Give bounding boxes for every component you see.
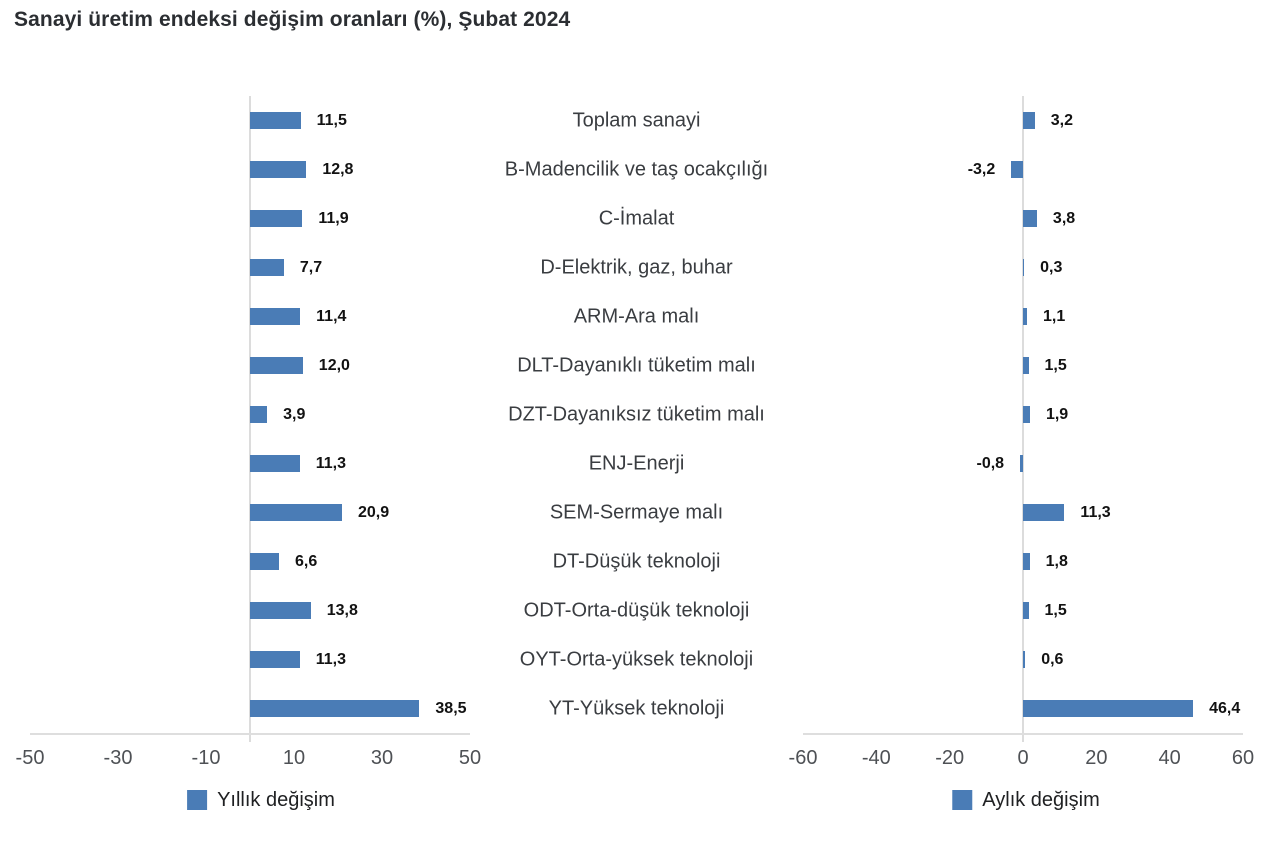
value-label: 3,8 [1052,209,1076,227]
bar [1023,308,1028,325]
value-label: 13,8 [326,601,358,619]
bar [1023,210,1037,227]
bar [250,259,284,276]
category-label: B-Madencilik ve taş ocakçılığı [504,158,769,180]
bar [250,455,300,472]
value-label: 11,3 [1080,503,1111,521]
axis-tick-label: -10 [191,747,221,769]
category-label: D-Elektrik, gaz, buhar [540,256,733,278]
category-label: ODT-Orta-düşük teknoloji [523,599,750,621]
value-label: 1,8 [1045,552,1068,570]
annual-legend: Yıllık değişim [187,789,335,811]
monthly-legend: Aylık değişim [952,788,1100,811]
bar [250,602,311,619]
category-label: DT-Düşük teknoloji [552,550,721,572]
annual-baseline [30,733,470,735]
axis-tick-label: 10 [282,747,306,769]
value-label: 11,4 [316,307,347,325]
annual-axis-tick-row: -50 -30 -10 10 30 50 [16,747,482,773]
category-label-column: Toplam sanayi B-Madencilik ve taş ocakçıl… [470,96,803,733]
value-label: 1,1 [1043,307,1066,325]
axis-tick-label: 40 [1158,747,1181,769]
value-label: 0,3 [1040,258,1063,276]
axis-tick-label: -50 [15,747,45,769]
axis-tick-label: 0 [1017,747,1029,769]
bar [1011,161,1023,178]
value-label: -3,2 [967,160,996,178]
category-label: ENJ-Enerji [588,452,685,474]
value-label: 1,5 [1044,601,1067,619]
bar [250,406,268,423]
bar [250,308,301,325]
bar [250,357,303,374]
category-label: Toplam sanayi [572,109,701,131]
category-label: DZT-Dayanıksız tüketim malı [508,403,765,425]
monthly-change-plot: 3,2 -3,2 3,8 0,3 1,1 1,5 1,9 -0,8 11,3 1,8 1,5 0,6 4… [803,96,1243,742]
value-label: 46,4 [1209,699,1241,717]
axis-tick-label: -20 [935,747,965,769]
bar [250,553,280,570]
bar [1020,455,1023,472]
value-label: 1,9 [1045,405,1069,423]
category-label: C-İmalat [598,207,675,229]
value-label: 0,6 [1041,650,1064,668]
category-label: SEM-Sermaye malı [549,501,724,523]
bar [250,651,300,668]
value-label: -0,8 [976,454,1005,472]
value-label: 12,0 [318,356,350,374]
value-label: 6,6 [295,552,318,570]
value-label: 38,5 [435,699,467,717]
category-label: YT-Yüksek teknoloji [548,697,725,719]
axis-tick-label: 30 [370,747,394,769]
bar [1023,602,1029,619]
bar [1023,112,1035,129]
value-label: 11,3 [315,454,346,472]
value-label: 11,3 [315,650,346,668]
value-label: 20,9 [357,503,390,521]
legend-label: Yıllık değişim [217,788,335,811]
bar [1023,406,1030,423]
legend-color-swatch-icon [187,790,208,810]
value-label: 3,2 [1050,111,1073,129]
value-label: 11,9 [318,209,349,227]
monthly-baseline [803,733,1243,735]
chart-title: Sanayi üretim endeksi değişim oranları (… [14,8,571,31]
bar [1023,259,1025,276]
annual-change-plot: 11,5 12,8 11,9 7,7 11,4 12,0 3,9 11,3 20,9 6,6 13,… [30,96,470,742]
category-label: OYT-Orta-yüksek teknoloji [519,648,754,670]
legend-label: Aylık değişim [982,788,1100,811]
bar [1023,700,1194,717]
bar [250,210,303,227]
bar [250,161,307,178]
monthly-axis-tick-row: -60 -40 -20 0 20 40 60 [789,747,1255,773]
value-label: 1,5 [1044,356,1067,374]
category-label: ARM-Ara malı [573,305,700,327]
axis-tick-label: -60 [788,747,818,769]
value-label: 7,7 [299,258,323,276]
bar [1023,651,1026,668]
bar [250,504,342,521]
value-label: 12,8 [322,160,354,178]
axis-tick-label: 20 [1085,747,1108,769]
value-label: 11,5 [316,111,347,129]
axis-tick-label: 60 [1231,747,1255,769]
axis-tick-label: -40 [861,747,891,769]
bar [1023,357,1029,374]
value-label: 3,9 [283,405,306,423]
bar [1023,504,1065,521]
bar [250,112,301,129]
bar [250,700,420,717]
axis-tick-label: 50 [458,747,482,769]
category-label: DLT-Dayanıklı tüketim malı [517,354,756,376]
bar [1023,553,1030,570]
legend-color-swatch-icon [952,790,973,810]
axis-tick-label: -30 [103,747,133,769]
